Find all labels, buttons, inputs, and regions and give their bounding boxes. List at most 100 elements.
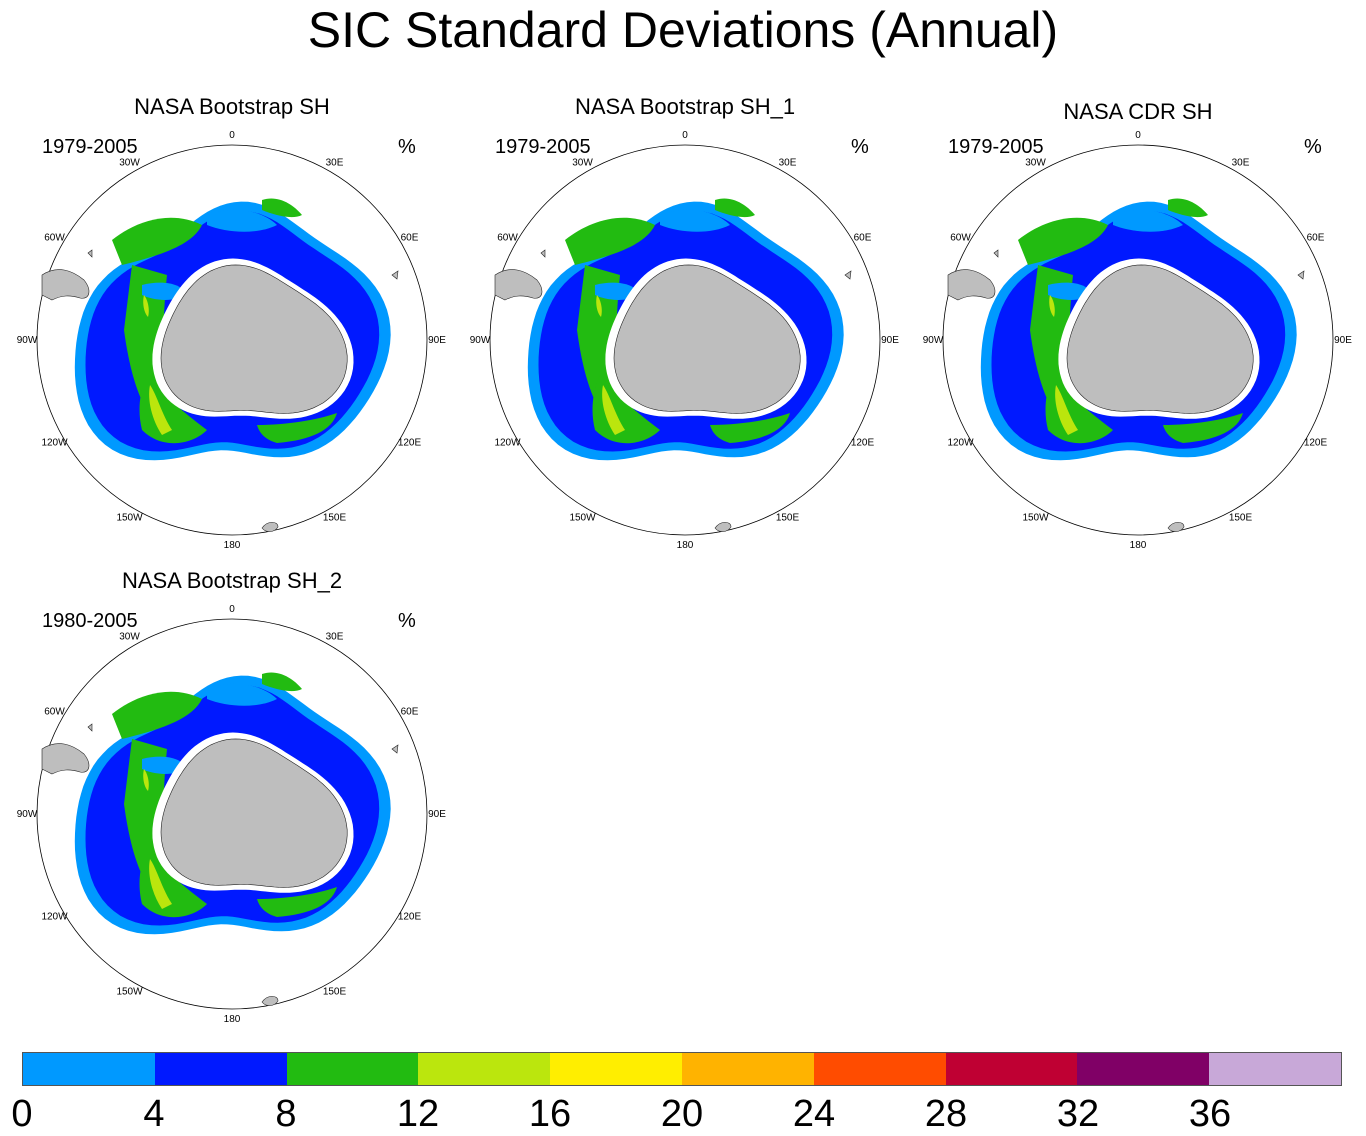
- longitude-label: 90E: [428, 335, 446, 346]
- period-label: 1979-2005: [495, 136, 591, 158]
- longitude-label: 60W: [950, 233, 971, 244]
- polar-map: 0 30E 60E 90E 120E 150E 180 150W 120W 90W 60W 30W: [17, 130, 447, 551]
- sic-zone-8-12: [592, 375, 660, 444]
- colorbar-segment: [945, 1053, 1078, 1085]
- longitude-label: 60W: [44, 233, 65, 244]
- longitude-label: 120E: [851, 438, 875, 449]
- island-landmass: [261, 521, 279, 532]
- longitude-label: 120W: [41, 438, 68, 449]
- sic-zone-8-12: [1045, 375, 1113, 444]
- panel-title: NASA CDR SH: [1063, 99, 1213, 124]
- colorbar-tick-label: 12: [396, 1093, 440, 1135]
- island-landmass: [391, 270, 399, 280]
- longitude-label: 90W: [923, 335, 944, 346]
- period-label: 1979-2005: [42, 136, 138, 158]
- island-landmass: [391, 744, 399, 754]
- sic-zone-12-16: [1049, 295, 1055, 317]
- panel-title: NASA Bootstrap SH: [134, 94, 330, 119]
- longitude-label: 60E: [401, 707, 419, 718]
- longitude-label: 0: [1135, 130, 1141, 141]
- longitude-label: 90W: [17, 335, 38, 346]
- longitude-label: 30W: [119, 632, 140, 643]
- island-landmass: [540, 249, 546, 258]
- island-landmass: [1297, 270, 1305, 280]
- sic-zone-8-12: [710, 413, 790, 443]
- panel-title: NASA Bootstrap SH_2: [121, 568, 343, 593]
- sic-zone-8-12: [112, 217, 202, 265]
- map-panel-2: NASA Bootstrap SH_1 1979-2005 % 0 30E 60E 9…: [465, 94, 905, 555]
- longitude-label: 150W: [1022, 513, 1049, 524]
- units-label: %: [851, 136, 869, 158]
- longitude-label: 90W: [17, 809, 38, 820]
- island-landmass: [844, 270, 852, 280]
- colorbar-segment: [418, 1053, 551, 1085]
- colorbar-tick-label: 28: [924, 1093, 968, 1135]
- south-america-landmass: [41, 743, 90, 775]
- antarctica-landmass: [160, 738, 348, 888]
- island-landmass: [87, 723, 93, 732]
- colorbar-tick-label: 32: [1056, 1093, 1100, 1135]
- antarctica-landmass: [613, 264, 801, 414]
- sic-zone-8-12: [1168, 198, 1208, 218]
- sic-zone-12-16: [596, 295, 602, 317]
- period-label: 1980-2005: [42, 610, 138, 632]
- colorbar-tick-label: 24: [792, 1093, 836, 1135]
- sic-zone-0-4: [660, 209, 730, 232]
- sic-zone-12-16: [149, 859, 172, 909]
- colorbar-tick-label: 4: [143, 1093, 165, 1135]
- sic-zone-8-12: [262, 672, 302, 692]
- antarctica-landmass: [160, 264, 348, 414]
- panel-title: NASA Bootstrap SH_1: [574, 94, 796, 119]
- colorbar: [22, 1052, 1342, 1086]
- longitude-label: 120E: [1304, 438, 1328, 449]
- map-panel-3: NASA CDR SH 1979-2005 % 0 30E 60E 90E 120E 15…: [918, 99, 1358, 560]
- antarctica-landmass: [1066, 264, 1254, 414]
- longitude-label: 60E: [1307, 233, 1325, 244]
- sic-zone-8-12: [257, 413, 337, 443]
- sic-zone-12-16: [149, 385, 172, 435]
- longitude-label: 0: [229, 130, 235, 141]
- longitude-label: 90E: [428, 809, 446, 820]
- longitude-label: 150E: [776, 513, 800, 524]
- longitude-label: 120E: [398, 912, 422, 923]
- longitude-label: 60E: [401, 233, 419, 244]
- longitude-label: 120W: [494, 438, 521, 449]
- sic-zone-8-12: [715, 198, 755, 218]
- longitude-label: 150W: [569, 513, 596, 524]
- longitude-label: 0: [229, 604, 235, 615]
- sic-zone-12-16: [602, 385, 625, 435]
- colorbar-segment: [1077, 1053, 1210, 1085]
- island-landmass: [993, 249, 999, 258]
- sic-zone-12-16: [143, 295, 149, 317]
- polar-map: 0 30E 60E 90E 120E 150E 180 150W 120W 90W 60W 30W: [923, 130, 1353, 551]
- polar-map: 0 30E 60E 90E 120E 150E 180 150W 120W 90W 60W 30W: [470, 130, 900, 551]
- island-landmass: [87, 249, 93, 258]
- longitude-label: 150W: [116, 513, 143, 524]
- longitude-label: 180: [1130, 540, 1147, 551]
- longitude-label: 30W: [572, 158, 593, 169]
- colorbar-segment: [286, 1053, 419, 1085]
- colorbar-segment: [681, 1053, 814, 1085]
- sic-zone-8-12: [262, 198, 302, 218]
- longitude-label: 180: [677, 540, 694, 551]
- longitude-label: 30W: [1025, 158, 1046, 169]
- longitude-label: 30E: [1232, 158, 1250, 169]
- longitude-label: 30W: [119, 158, 140, 169]
- sic-zone-8-12: [139, 375, 207, 444]
- sic-zone-8-12: [1163, 413, 1243, 443]
- longitude-label: 0: [682, 130, 688, 141]
- colorbar-segment: [1209, 1053, 1341, 1085]
- longitude-label: 90E: [881, 335, 899, 346]
- longitude-label: 150W: [116, 987, 143, 998]
- island-landmass: [1167, 521, 1185, 532]
- map-panel-4: NASA Bootstrap SH_2 1980-2005 % 0 30E 60E 9…: [12, 568, 452, 1029]
- longitude-label: 120W: [947, 438, 974, 449]
- main-title: SIC Standard Deviations (Annual): [307, 2, 1059, 58]
- longitude-label: 180: [224, 540, 241, 551]
- colorbar-segment: [550, 1053, 682, 1085]
- sic-zone-8-12: [257, 887, 337, 917]
- colorbar-tick-label: 36: [1188, 1093, 1232, 1135]
- sic-zone-8-12: [139, 849, 207, 918]
- units-label: %: [1304, 136, 1322, 158]
- colorbar-segment: [154, 1053, 287, 1085]
